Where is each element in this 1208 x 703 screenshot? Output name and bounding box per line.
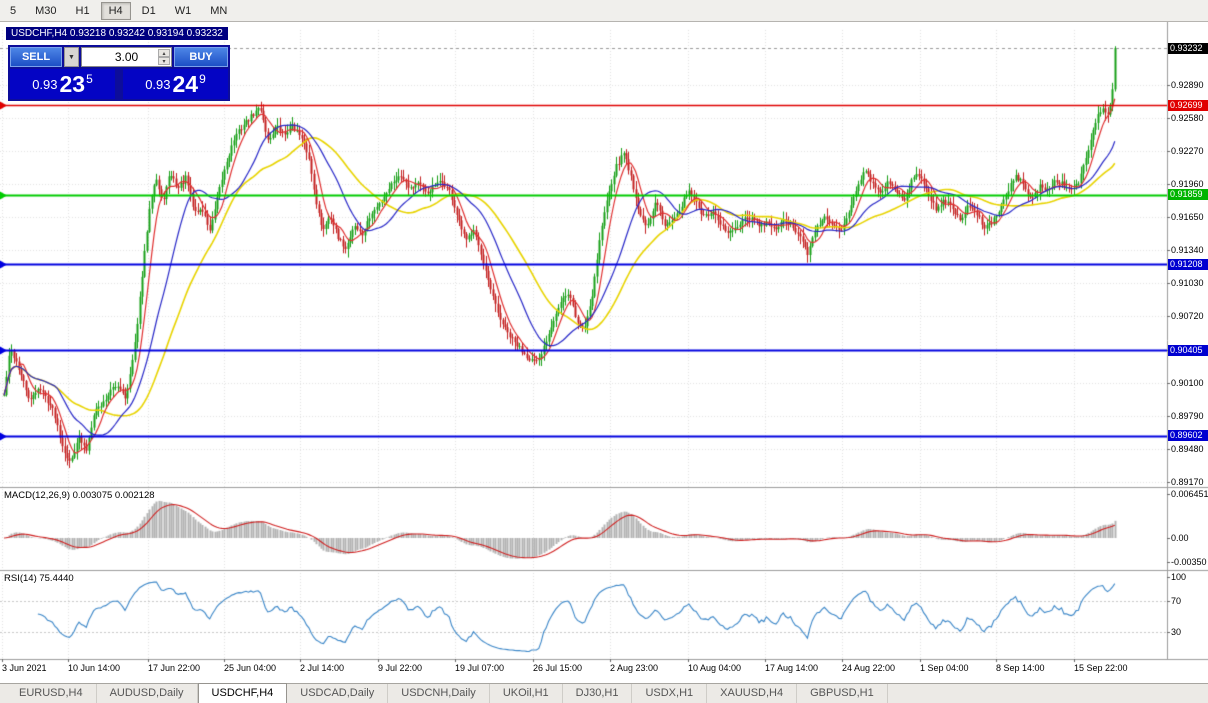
time-axis-label: 10 Aug 04:00 (688, 663, 742, 673)
price-axis-label: 0.92580 (1171, 112, 1204, 123)
time-axis-label: 2 Jul 14:00 (300, 663, 345, 673)
chart-tab-eurusd[interactable]: EURUSD,H4 (6, 684, 97, 703)
chart-tab-audusd[interactable]: AUDUSD,Daily (97, 684, 198, 703)
time-axis-label: 17 Jun 22:00 (148, 663, 201, 673)
timeframe-button-5[interactable]: 5 (2, 2, 24, 20)
price-axis-label: 0.89790 (1171, 410, 1204, 421)
timeframe-toolbar: 5 M30 H1 H4 D1 W1 MN (0, 0, 1208, 22)
trade-options-dropdown[interactable]: ▼ (64, 47, 79, 67)
timeframe-button-h1[interactable]: H1 (68, 2, 98, 20)
chart-region: USDCHF,H4 0.93218 0.93242 0.93194 0.9323… (0, 22, 1208, 683)
macd-indicator-label: MACD(12,26,9) 0.003075 0.002128 (4, 490, 155, 501)
sell-price-prefix: 0.93 (32, 76, 58, 92)
timeframe-button-mn[interactable]: MN (202, 2, 235, 20)
buy-price-big: 24 (172, 70, 199, 97)
sell-price-big: 23 (59, 70, 86, 97)
price-badge: 0.89602 (1168, 430, 1208, 442)
price-axis-label: 0.91650 (1171, 212, 1204, 223)
sell-price-display[interactable]: 0.93 23 5 (10, 69, 115, 99)
trade-panel-controls: SELL ▼ 3.00 ▴ ▾ BUY (10, 47, 228, 67)
volume-input[interactable]: 3.00 ▴ ▾ (81, 47, 172, 67)
chart-tab-xauusd[interactable]: XAUUSD,H4 (707, 684, 798, 703)
price-axis-label: 0.90720 (1171, 311, 1204, 322)
rsi-indicator-label: RSI(14) 75.4440 (4, 573, 74, 584)
macd-axis-label: -0.00350 (1171, 556, 1207, 567)
sell-button[interactable]: SELL (10, 47, 62, 67)
chevron-down-icon: ▼ (68, 53, 75, 61)
rsi-axis-label: 100 (1171, 572, 1187, 582)
price-axis-label: 0.92890 (1171, 79, 1204, 90)
time-axis-label: 17 Aug 14:00 (765, 663, 819, 673)
time-axis-label: 19 Jul 07:00 (455, 663, 505, 673)
chart-tab-ukoil[interactable]: UKOil,H1 (490, 684, 563, 703)
volume-value: 3.00 (114, 50, 139, 64)
price-axis-label: 0.89480 (1171, 444, 1204, 454)
chart-tab-usdx[interactable]: USDX,H1 (632, 684, 708, 703)
chart-tab-dj30[interactable]: DJ30,H1 (563, 684, 633, 703)
sell-price-pip: 5 (86, 72, 93, 86)
buy-price-prefix: 0.93 (145, 76, 171, 92)
chart-tabbar: EURUSD,H4 AUDUSD,Daily USDCHF,H4 USDCAD,Dai… (0, 683, 1208, 703)
time-axis-label: 3 Jun 2021 (2, 663, 47, 673)
time-axis-label: 25 Jun 04:00 (224, 663, 277, 673)
timeframe-button-h4[interactable]: H4 (100, 1, 131, 20)
price-badge: 0.91859 (1168, 189, 1208, 201)
chart-tab-gbpusd[interactable]: GBPUSD,H1 (797, 684, 888, 703)
macd-axis-label: 0.006451 (1171, 489, 1208, 499)
chart-canvas[interactable] (0, 22, 1208, 683)
time-axis-label: 2 Aug 23:00 (610, 663, 659, 673)
price-axis-label: 0.91960 (1171, 178, 1204, 189)
macd-axis-label: 0.00 (1171, 533, 1189, 543)
price-badge: 0.93232 (1168, 42, 1208, 54)
buy-button[interactable]: BUY (174, 47, 228, 67)
spin-down-icon[interactable]: ▾ (158, 57, 170, 65)
time-axis-label: 1 Sep 04:00 (920, 663, 969, 673)
rsi-axis-label: 30 (1171, 627, 1182, 638)
buy-price-display[interactable]: 0.93 24 9 (123, 69, 228, 99)
one-click-trading-panel: SELL ▼ 3.00 ▴ ▾ BUY 0.93 23 5 0.93 24 9 (8, 45, 230, 101)
time-axis-label: 15 Sep 22:00 (1074, 663, 1128, 673)
time-axis-label: 10 Jun 14:00 (68, 663, 121, 673)
time-axis-label: 26 Jul 15:00 (533, 663, 583, 673)
timeframe-button-d1[interactable]: D1 (134, 2, 164, 20)
time-axis-label: 9 Jul 22:00 (378, 663, 423, 673)
price-axis-label: 0.91340 (1171, 245, 1204, 256)
price-badge: 0.90405 (1168, 344, 1208, 356)
chart-tab-usdchf[interactable]: USDCHF,H4 (197, 683, 288, 703)
timeframe-button-w1[interactable]: W1 (167, 2, 200, 20)
trade-panel-prices: 0.93 23 5 0.93 24 9 (10, 69, 228, 99)
price-axis-label: 0.89170 (1171, 477, 1204, 488)
chart-tab-usdcnh[interactable]: USDCNH,Daily (388, 684, 490, 703)
chart-tab-usdcad[interactable]: USDCAD,Daily (287, 684, 389, 703)
price-axis-label: 0.91030 (1171, 278, 1204, 289)
price-axis-label: 0.90100 (1171, 377, 1204, 388)
time-axis-label: 8 Sep 14:00 (996, 663, 1045, 673)
timeframe-button-m30[interactable]: M30 (27, 2, 64, 20)
price-badge: 0.91208 (1168, 258, 1208, 270)
buy-price-pip: 9 (199, 72, 206, 86)
volume-stepper: ▴ ▾ (158, 49, 170, 65)
price-badge: 0.92699 (1168, 99, 1208, 111)
chart-ohlc-info: USDCHF,H4 0.93218 0.93242 0.93194 0.9323… (6, 27, 228, 40)
spin-up-icon[interactable]: ▴ (158, 49, 170, 57)
time-axis-label: 24 Aug 22:00 (842, 663, 896, 673)
rsi-axis-label: 70 (1171, 595, 1182, 606)
price-axis-label: 0.92270 (1171, 145, 1204, 156)
